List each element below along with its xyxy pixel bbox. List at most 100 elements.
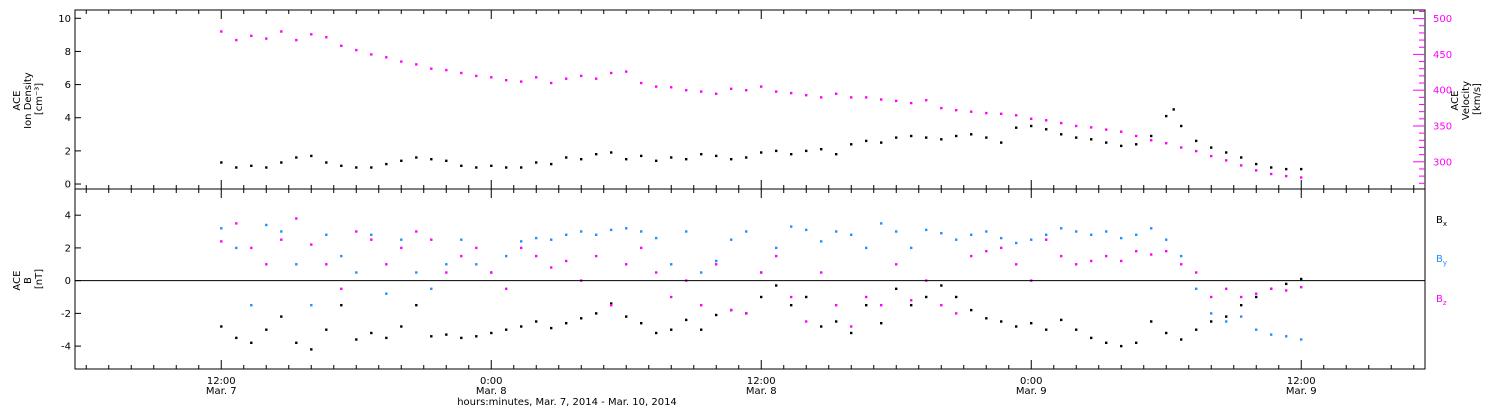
bx-point bbox=[1000, 320, 1003, 323]
bx-point bbox=[535, 320, 538, 323]
velocity-point bbox=[850, 96, 853, 99]
velocity-point bbox=[400, 60, 403, 63]
density-point bbox=[430, 158, 433, 161]
by-point bbox=[235, 246, 238, 250]
bx-point bbox=[700, 328, 703, 331]
by-point bbox=[460, 238, 463, 241]
velocity-point bbox=[595, 77, 598, 80]
density-point bbox=[415, 156, 418, 159]
by-point bbox=[910, 246, 913, 250]
density-title-line-1: ACE bbox=[12, 91, 23, 111]
density-point bbox=[400, 159, 403, 162]
bz-point bbox=[1285, 289, 1288, 292]
by-point bbox=[1165, 238, 1168, 241]
density-point bbox=[235, 166, 238, 169]
velocity-point bbox=[1165, 142, 1168, 145]
velocity-point bbox=[1045, 119, 1048, 122]
by-point bbox=[475, 263, 478, 266]
x-tick-time-label: 12:00 bbox=[1287, 376, 1316, 387]
by-point bbox=[1225, 320, 1228, 323]
density-point bbox=[910, 134, 913, 138]
bx-point bbox=[610, 302, 613, 305]
bx-point bbox=[1255, 295, 1258, 299]
bz-point bbox=[505, 287, 508, 290]
velocity-point bbox=[925, 99, 928, 102]
density-point bbox=[1225, 151, 1228, 154]
density-point bbox=[1135, 143, 1138, 146]
bz-point bbox=[1195, 271, 1198, 274]
bz-point bbox=[235, 222, 238, 225]
density-title-line-3: [cm⁻³] bbox=[34, 83, 45, 115]
x-tick-date-label: Mar. 9 bbox=[1286, 386, 1317, 397]
by-point bbox=[790, 225, 793, 228]
velocity-point bbox=[295, 38, 298, 42]
by-point bbox=[1255, 328, 1258, 331]
velocity-point bbox=[460, 71, 463, 75]
x-tick-time-label: 0:00 bbox=[1020, 376, 1042, 387]
velocity-point bbox=[1015, 114, 1018, 117]
bx-point bbox=[355, 338, 358, 341]
bx-point bbox=[580, 317, 583, 320]
bz-point bbox=[1060, 254, 1063, 258]
bx-point bbox=[1135, 341, 1138, 344]
x-axis-title: hours:minutes, Mar. 7, 2014 - Mar. 10, 2… bbox=[457, 397, 677, 408]
velocity-point bbox=[655, 85, 658, 88]
bx-point bbox=[760, 295, 763, 299]
by-point bbox=[520, 240, 523, 243]
bottom-panel-magnetic-field: -4 -2 0 2 4 ACE B [nT] Bx By Bz bbox=[12, 188, 1447, 370]
density-point bbox=[880, 141, 883, 144]
density-point bbox=[1300, 167, 1303, 171]
by-point bbox=[1000, 236, 1003, 240]
density-point bbox=[940, 138, 943, 141]
velocity-title-line-2: Velocity bbox=[1461, 81, 1472, 120]
velocity-point bbox=[730, 87, 733, 90]
velocity-point bbox=[280, 30, 283, 33]
bx-point bbox=[940, 284, 943, 287]
bx-point bbox=[280, 315, 283, 318]
velocity-point bbox=[1105, 128, 1108, 131]
density-point bbox=[250, 164, 253, 167]
velocity-point bbox=[1270, 172, 1273, 176]
by-point bbox=[505, 254, 508, 258]
velocity-point bbox=[370, 53, 373, 56]
bz-point bbox=[700, 304, 703, 307]
b-axis-tick-label: 0 bbox=[65, 276, 71, 287]
density-point bbox=[325, 161, 328, 164]
by-point bbox=[265, 223, 268, 227]
density-point bbox=[520, 166, 523, 169]
density-point bbox=[280, 161, 283, 164]
by-point bbox=[850, 233, 853, 236]
density-point bbox=[475, 166, 478, 169]
bx-point bbox=[640, 322, 643, 325]
velocity-point bbox=[955, 109, 958, 112]
velocity-point bbox=[940, 106, 943, 110]
bz-point bbox=[1150, 253, 1153, 256]
density-point bbox=[1075, 136, 1078, 139]
bx-point bbox=[340, 304, 343, 307]
velocity-axis-tick-label: 450 bbox=[1433, 50, 1452, 61]
velocity-point bbox=[1150, 139, 1153, 142]
velocity-point bbox=[340, 44, 343, 47]
density-point bbox=[640, 154, 643, 158]
by-point bbox=[985, 230, 988, 233]
density-point bbox=[655, 159, 658, 162]
legend-by: By bbox=[1436, 254, 1447, 267]
density-point bbox=[535, 161, 538, 164]
bz-point bbox=[565, 259, 568, 263]
density-point bbox=[1165, 114, 1168, 118]
by-point bbox=[1075, 230, 1078, 233]
x-tick-time-label: 12:00 bbox=[207, 376, 236, 387]
density-point bbox=[385, 162, 388, 166]
bz-point bbox=[880, 304, 883, 307]
density-point bbox=[1240, 156, 1243, 159]
bz-point bbox=[730, 308, 733, 312]
bottom-panel-frame bbox=[74, 188, 1426, 370]
bx-point bbox=[655, 331, 658, 335]
legend-bz: Bz bbox=[1436, 294, 1447, 307]
by-point bbox=[670, 263, 673, 266]
bx-point bbox=[235, 336, 238, 340]
density-point bbox=[745, 156, 748, 159]
bx-point bbox=[400, 325, 403, 328]
velocity-axis-tick-label: 500 bbox=[1433, 14, 1452, 25]
by-point bbox=[640, 230, 643, 233]
